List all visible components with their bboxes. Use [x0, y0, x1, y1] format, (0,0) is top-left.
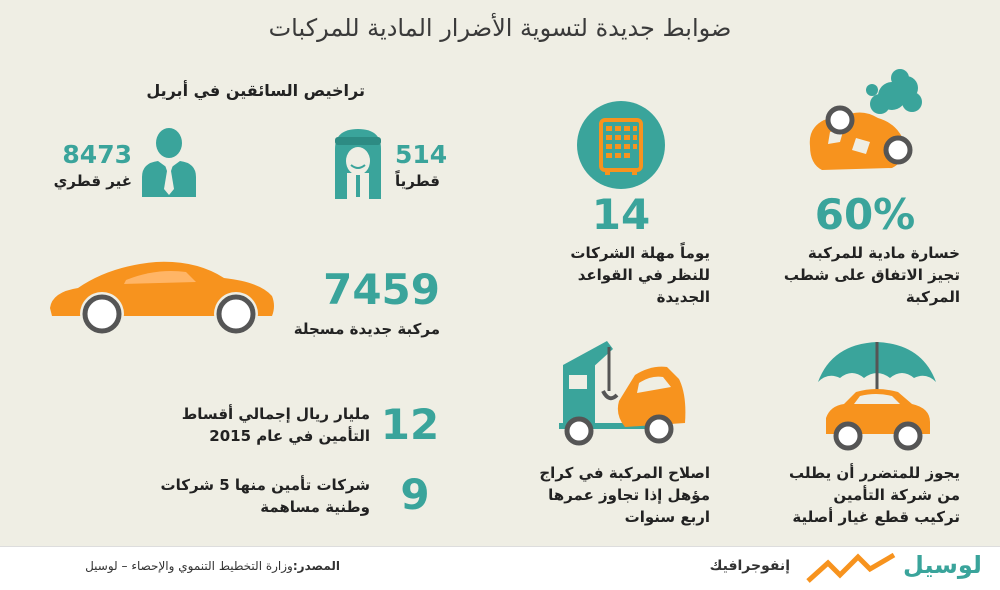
parts-line3: تركيب قطع غيار أصلية [792, 508, 960, 526]
deadline-value: 14 [591, 190, 651, 239]
insured-car-icon [818, 342, 936, 451]
deadline-line1: يوماً مهلة الشركات [570, 244, 710, 262]
footer: المصدر:وزارة التخطيط التنموي والإحصاء – … [0, 546, 1000, 590]
premiums-value: 12 [380, 400, 440, 449]
deadline-line2: للنظر في القواعد [577, 266, 710, 284]
car-icon [50, 261, 274, 336]
insurers-line1: شركات تأمين منها 5 شركات [160, 476, 370, 494]
premiums-line2: التأمين في عام 2015 [209, 427, 370, 445]
new-cars-label: مركبة جديدة مسجلة [293, 320, 440, 338]
calendar-icon [577, 101, 665, 189]
brand-logo-icon [806, 552, 896, 583]
non-qatari-count: 8473 [62, 140, 132, 169]
licenses-heading: تراخيص السائقين في أبريل [146, 81, 365, 100]
loss-line1: خسارة مادية للمركبة [807, 244, 960, 262]
repair-line2: مؤهل إذا تجاوز عمرها [548, 486, 710, 504]
loss-value: 60% [814, 190, 916, 239]
non-qatari-label: غير قطري [53, 172, 132, 190]
deadline-line3: الجديدة [656, 288, 710, 306]
brand-name: لوسيل [903, 551, 982, 579]
repair-line1: اصلاح المركبة في كراج [539, 464, 710, 482]
insurers-value: 9 [400, 470, 430, 519]
loss-line3: المركبة [905, 288, 960, 306]
qatari-man-icon [335, 129, 381, 199]
premiums-line1: مليار ريال إجمالي أقساط [181, 405, 370, 423]
tow-truck-icon [559, 341, 686, 446]
source-text: المصدر:وزارة التخطيط التنموي والإحصاء – … [40, 559, 340, 573]
qatari-count: 514 [395, 140, 448, 169]
loss-line2: تجيز الاتفاق على شطب [783, 266, 960, 284]
source-value: وزارة التخطيط التنموي والإحصاء – لوسيل [85, 559, 293, 573]
parts-line1: يجوز للمتضرر أن يطلب [788, 464, 960, 482]
infographic-label: إنفوجرافيك [709, 558, 790, 574]
qatari-label: قطرياً [394, 172, 440, 190]
repair-line3: اربع سنوات [624, 508, 710, 526]
insurers-line2: وطنية مساهمة [260, 498, 370, 516]
source-label: المصدر: [292, 559, 340, 573]
man-icon [142, 128, 196, 197]
page-title: ضوابط جديدة لتسوية الأضرار المادية للمرك… [268, 14, 732, 42]
new-cars-count: 7459 [323, 265, 440, 314]
parts-line2: من شركة التأمين [833, 486, 960, 504]
crashed-car-icon [809, 69, 922, 170]
